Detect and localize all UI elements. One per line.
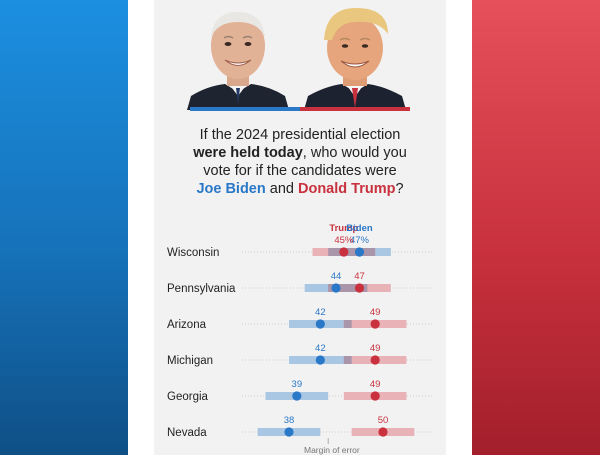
state-label-wisconsin: Wisconsin (167, 247, 219, 259)
legend-biden: Biden (346, 223, 373, 234)
state-label-arizona: Arizona (167, 319, 207, 331)
state-label-pennsylvania: Pennsylvania (167, 283, 236, 295)
candidate-color-divider (190, 107, 410, 111)
red-side-panel (472, 0, 600, 455)
poll-question: If the 2024 presidential election were h… (154, 126, 446, 198)
trump-portrait (304, 8, 406, 110)
biden-dot-michigan (315, 355, 325, 365)
question-and: and (265, 181, 298, 197)
trump-dot-arizona (370, 319, 380, 329)
biden-portrait (187, 12, 289, 110)
question-line-3: vote for if the candidates were (203, 163, 397, 179)
question-mark: ? (395, 181, 404, 197)
moe-footnote: Margin of error (304, 445, 360, 455)
trump-dot-nevada (378, 427, 388, 437)
trump-value-wisconsin: 45% (334, 235, 354, 246)
biden-dot-arizona (315, 319, 325, 329)
overlap-band-michigan (343, 356, 352, 364)
biden-value-pennsylvania: 44 (331, 271, 342, 282)
legend-trump: Trump (329, 223, 358, 234)
biden-value-michigan: 42 (315, 343, 326, 354)
state-label-nevada: Nevada (167, 427, 207, 439)
trump-dot-michigan (370, 355, 380, 365)
left-gutter (128, 0, 154, 455)
question-line-1: If the 2024 presidential election (199, 127, 401, 143)
state-label-michigan: Michigan (167, 355, 213, 367)
biden-value-arizona: 42 (315, 307, 326, 318)
trump-value-arizona: 49 (370, 307, 381, 318)
right-gutter (446, 0, 472, 455)
question-line-2-rest: , who would you (302, 145, 407, 161)
overlap-band-pennsylvania (328, 284, 368, 292)
trump-value-pennsylvania: 47 (354, 271, 365, 282)
biden-value-georgia: 39 (292, 379, 303, 390)
trump-value-georgia: 49 (370, 379, 381, 390)
biden-dot-georgia (292, 391, 302, 401)
biden-dot-wisconsin (354, 247, 365, 257)
question-emphasis: were held today (193, 145, 303, 161)
blue-side-panel (0, 0, 128, 455)
trump-value-michigan: 49 (370, 343, 381, 354)
question-biden-name: Joe Biden (196, 181, 266, 197)
biden-dot-nevada (284, 427, 294, 437)
trump-dot-pennsylvania (354, 283, 365, 293)
overlap-band-wisconsin (328, 248, 376, 256)
poll-card: If the 2024 presidential election were h… (154, 0, 446, 455)
trump-value-nevada: 50 (378, 415, 389, 426)
state-label-georgia: Georgia (167, 391, 209, 403)
overlap-band-arizona (343, 320, 352, 328)
trump-dot-wisconsin (339, 247, 349, 257)
question-trump-name: Donald Trump (297, 181, 396, 197)
biden-value-nevada: 38 (284, 415, 295, 426)
biden-dot-pennsylvania (331, 283, 341, 293)
biden-value-wisconsin: 47% (350, 235, 370, 246)
trump-dot-georgia (370, 391, 380, 401)
